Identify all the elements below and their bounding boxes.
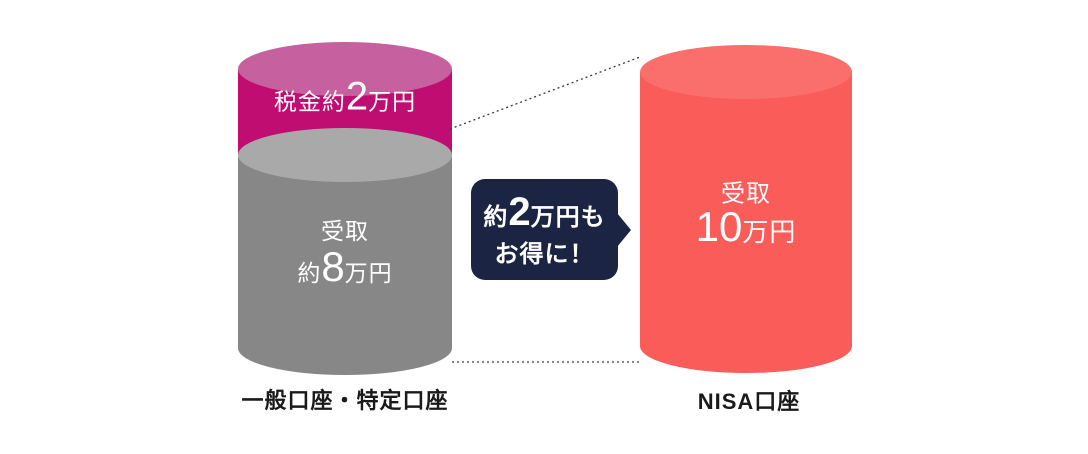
general-receive-title: 受取 — [321, 218, 369, 244]
tax-amount-prefix: 税金約 — [273, 88, 346, 115]
callout-tail-arrow — [617, 212, 631, 247]
general-receive-value: 8 — [321, 243, 345, 290]
general-account-cylinder-top — [238, 128, 452, 182]
callout-line1-suffix: 万円も — [530, 204, 606, 231]
general-receive-suffix: 万円 — [344, 260, 393, 286]
nisa-receive-value: 10 — [695, 203, 743, 250]
general-account-cylinder-body — [238, 155, 452, 375]
callout-line1-prefix: 約 — [483, 204, 509, 231]
nisa-receive-title: 受取 — [721, 180, 771, 208]
tax-segment-top — [238, 42, 452, 96]
nisa-receive-amount: 10万円 — [696, 203, 797, 251]
callout-line1: 約2万円も — [483, 190, 605, 240]
callout-line1-value: 2 — [508, 190, 531, 234]
callout-line2: お得に！ — [494, 241, 595, 268]
general-receive-prefix: 約 — [297, 260, 322, 286]
general-account-category-label: 一般口座・特定口座 — [241, 388, 449, 413]
nisa-receive-suffix: 万円 — [742, 217, 797, 247]
nisa-account-category-label: NISA口座 — [697, 389, 801, 414]
savings-callout: 約2万円も お得に！ — [471, 179, 631, 280]
tax-amount-suffix: 万円 — [368, 88, 417, 115]
tax-amount-label: 税金約2万円 — [274, 75, 416, 120]
top-dotted-connector-line — [449, 56, 641, 130]
tax-amount-value: 2 — [345, 74, 369, 119]
nisa-cylinder-top — [640, 45, 852, 99]
nisa-cylinder-body — [640, 72, 852, 373]
general-receive-amount: 約8万円 — [297, 243, 392, 291]
